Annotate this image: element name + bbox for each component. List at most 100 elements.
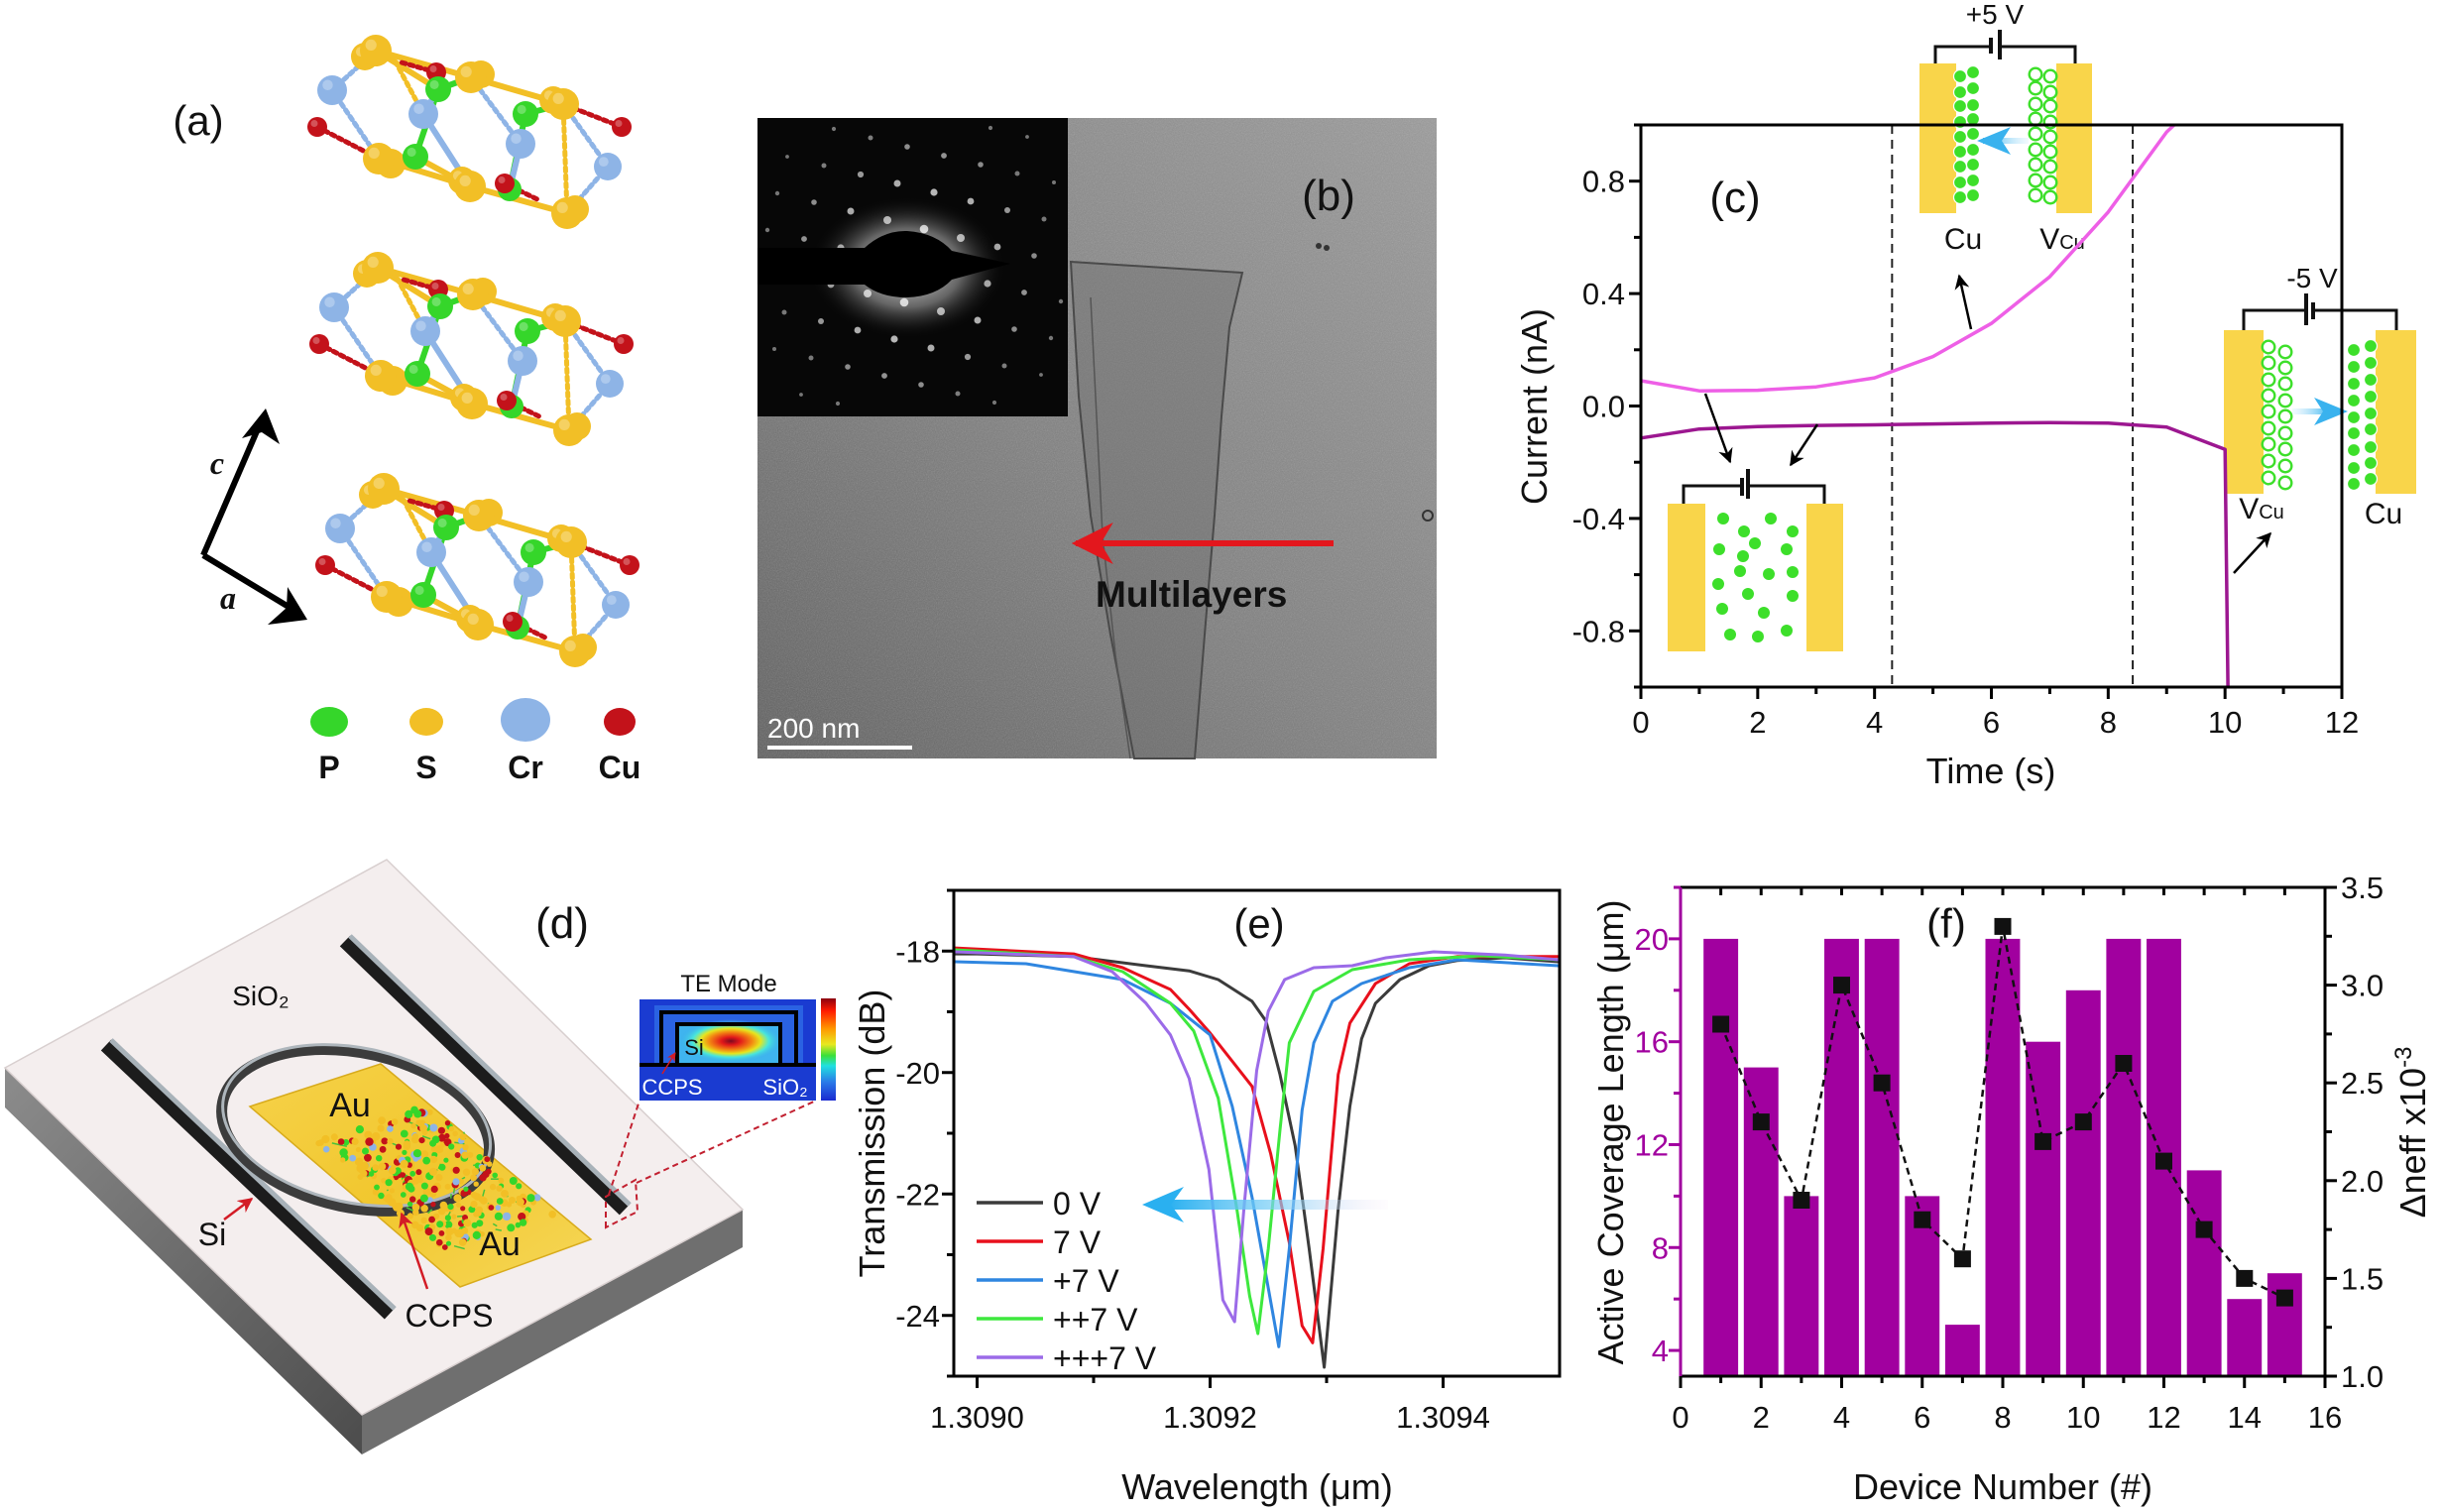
y-axis-title: Transmission (dB) bbox=[852, 989, 892, 1278]
electrode-right bbox=[1806, 504, 1843, 651]
copper-ion-dot bbox=[1713, 543, 1725, 555]
migration-arrow-shaft bbox=[2292, 408, 2332, 414]
ccps-atom bbox=[464, 1169, 470, 1175]
copper-ion-dot bbox=[1952, 114, 1968, 130]
copper-ion-dot bbox=[1737, 550, 1749, 562]
ccps-atom bbox=[351, 1137, 359, 1145]
ccps-atom bbox=[501, 1190, 509, 1198]
diffraction-spot bbox=[799, 393, 803, 397]
circuit-wire bbox=[2313, 308, 2398, 330]
atom-highlight bbox=[617, 337, 625, 344]
diffraction-spot bbox=[978, 162, 984, 168]
ccps-atom bbox=[436, 1238, 443, 1246]
y-left-tick-label: 4 bbox=[1652, 1334, 1669, 1368]
a-axis-line bbox=[201, 552, 295, 613]
diffraction-spot bbox=[781, 309, 787, 315]
ccps-atom bbox=[379, 1145, 387, 1153]
diffraction-spot bbox=[918, 382, 924, 388]
ccps-atom bbox=[419, 1124, 427, 1132]
cu-label: Cu bbox=[1944, 223, 1982, 256]
current-trace-1 bbox=[1640, 123, 2176, 393]
atom-p bbox=[521, 539, 546, 565]
atom-s bbox=[362, 252, 394, 284]
circuit-wire bbox=[1933, 45, 1991, 63]
legend-label-cr: Cr bbox=[508, 750, 543, 785]
ccps-atom bbox=[387, 1125, 394, 1132]
ccps-bond bbox=[461, 1176, 466, 1180]
panel-label-a: (a) bbox=[173, 97, 223, 144]
si-pointer-arrow bbox=[223, 1198, 254, 1221]
coverage-bar bbox=[1784, 1196, 1819, 1376]
atom-highlight bbox=[310, 120, 318, 127]
x-tick-label: 1.3094 bbox=[1396, 1400, 1490, 1435]
diffraction-spot bbox=[1031, 253, 1037, 259]
electrode-right bbox=[2056, 63, 2092, 213]
vacancy-circle bbox=[2042, 159, 2058, 174]
te-mode-inset: TE Mode Si CCPS SiO₂ bbox=[640, 971, 836, 1101]
delta-neff-marker bbox=[2035, 1132, 2052, 1150]
vacancy-circle bbox=[2277, 475, 2293, 491]
x-tick-label: 14 bbox=[2228, 1400, 2262, 1435]
ccps-atom bbox=[452, 1166, 460, 1174]
diffraction-spot bbox=[774, 190, 780, 196]
coverage-bar bbox=[1703, 938, 1739, 1376]
copper-ion-dot bbox=[2363, 421, 2379, 437]
ccps-atom bbox=[460, 1206, 466, 1212]
ccps-atom bbox=[473, 1211, 479, 1218]
ccps-atom bbox=[429, 1139, 437, 1147]
ccps-atom bbox=[381, 1177, 387, 1184]
circuit-wire bbox=[2000, 45, 2077, 63]
chart-f-plot: 4 8 12 16 20 1.0 1.5 2.0 2.5 3.0 3.5 0 2 4 6 8 10 12 14 16 bbox=[1635, 871, 2384, 1435]
ccps-atom bbox=[456, 1202, 462, 1208]
ccps-bond bbox=[421, 1135, 431, 1140]
diffraction-inset bbox=[757, 118, 1068, 416]
copper-ion-dot bbox=[2346, 476, 2362, 492]
atom-highlight bbox=[431, 296, 441, 306]
vacancy-circle bbox=[2277, 408, 2293, 424]
crystal-structure bbox=[307, 35, 640, 667]
bias-label-negative: -5 V bbox=[2286, 263, 2338, 293]
atom-highlight bbox=[365, 39, 377, 51]
inset-sio2-label: SiO₂ bbox=[762, 1075, 807, 1100]
copper-ion-dot bbox=[2363, 338, 2379, 354]
ccps-atom bbox=[461, 1151, 469, 1159]
ccps-atom bbox=[471, 1221, 478, 1228]
ccps-atom bbox=[378, 1192, 385, 1200]
atom-cr bbox=[319, 292, 349, 322]
ccps-atom bbox=[428, 1167, 438, 1176]
atom-s bbox=[456, 388, 488, 419]
atom-highlight bbox=[498, 176, 506, 183]
ccps-atom bbox=[452, 1178, 460, 1186]
y-axis-title-right-main: Δneff x10 bbox=[2392, 1068, 2433, 1219]
x-tick-label: 2 bbox=[1749, 705, 1766, 740]
copper-ion-dot bbox=[2363, 455, 2379, 471]
copper-ion-dot bbox=[2346, 359, 2362, 375]
atom-highlight bbox=[615, 120, 623, 127]
atom-s bbox=[360, 35, 392, 66]
atom-highlight bbox=[312, 337, 320, 344]
ccps-atom bbox=[405, 1109, 413, 1118]
copper-ion-dot bbox=[1965, 97, 1981, 113]
vacancy-circle bbox=[2028, 96, 2043, 112]
inset-pointer-arrow bbox=[661, 1052, 676, 1075]
ccps-atom bbox=[441, 1244, 448, 1250]
chart-c-plot: -0.8 -0.4 0.0 0.4 0.8 0 2 4 6 8 10 12 bbox=[1572, 123, 2359, 740]
delta-neff-marker bbox=[1914, 1211, 1931, 1228]
ccps-atom bbox=[444, 1221, 453, 1229]
delta-neff-marker bbox=[1712, 1015, 1730, 1033]
substrate-side-right bbox=[362, 1210, 743, 1454]
ccps-atom bbox=[387, 1137, 394, 1145]
ccps-atom bbox=[405, 1182, 414, 1191]
copper-ion-dot bbox=[2346, 376, 2362, 392]
pointer-arrow bbox=[1703, 393, 1733, 464]
atom-highlight bbox=[623, 558, 631, 565]
y-left-tick-label: 12 bbox=[1635, 1127, 1669, 1162]
ccps-atom bbox=[438, 1230, 445, 1236]
shift-arrow-shaft bbox=[1168, 1200, 1388, 1210]
bus-waveguide-left-highlight bbox=[109, 1038, 397, 1311]
delta-neff-marker bbox=[1752, 1113, 1770, 1131]
migration-arrow-icon bbox=[1977, 127, 2011, 155]
atom-highlight bbox=[322, 79, 333, 90]
diffraction-spot bbox=[764, 227, 770, 233]
